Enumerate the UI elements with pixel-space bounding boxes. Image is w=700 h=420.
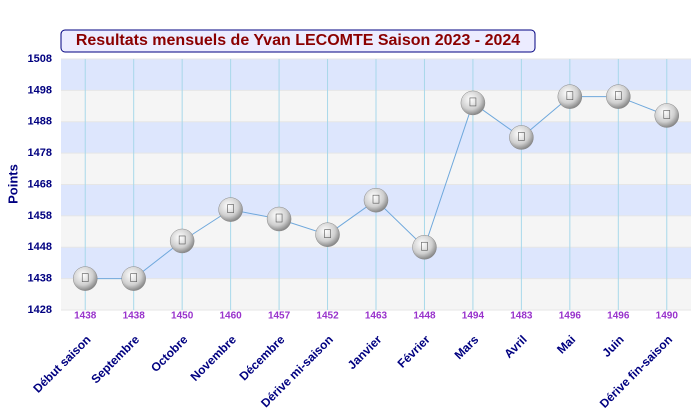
y-axis-label: Points <box>5 164 20 204</box>
value-label: 1438 <box>74 311 97 322</box>
point-icon <box>421 241 428 251</box>
x-tick-label: Mars <box>452 332 482 362</box>
data-point <box>460 90 486 116</box>
y-tick-label: 1498 <box>28 84 52 96</box>
value-label: 1460 <box>219 311 242 322</box>
y-tick-label: 1478 <box>28 147 52 159</box>
y-tick-label: 1508 <box>28 53 52 65</box>
x-tick-label: Janvier <box>345 332 385 372</box>
y-tick-label: 1428 <box>28 304 52 316</box>
x-tick-label: Juin <box>599 332 626 359</box>
x-tick-label: Mai <box>554 332 578 356</box>
point-icon <box>469 97 477 107</box>
point-icon <box>324 229 331 238</box>
chart-title: Resultats mensuels de Yvan LECOMTE Saiso… <box>76 32 520 49</box>
point-icon <box>178 235 186 245</box>
value-label: 1463 <box>365 311 388 322</box>
y-tick-label: 1438 <box>28 273 52 285</box>
point-icon <box>615 91 622 100</box>
data-point <box>557 84 583 109</box>
point-icon <box>372 194 380 204</box>
point-icon <box>275 213 283 223</box>
x-tick-label: Février <box>395 332 433 370</box>
value-label: 1496 <box>559 311 582 322</box>
point-icon <box>81 273 89 282</box>
point-icon <box>227 204 234 213</box>
data-point <box>218 197 243 222</box>
point-icon <box>566 91 574 100</box>
value-label: 1494 <box>462 311 485 322</box>
y-tick-label: 1448 <box>28 241 52 253</box>
plot-area <box>61 58 691 311</box>
x-tick-label: Début saison <box>30 332 93 395</box>
value-label: 1496 <box>607 311 630 322</box>
x-tick-label: Octobre <box>148 332 191 375</box>
data-point <box>363 187 389 213</box>
data-point <box>121 266 146 291</box>
data-point <box>606 84 631 109</box>
data-point <box>169 228 195 254</box>
value-label: 1483 <box>510 311 533 322</box>
x-tick-label: Avril <box>501 332 529 360</box>
data-point <box>315 222 340 247</box>
y-tick-label: 1488 <box>28 116 52 128</box>
data-point <box>72 266 98 291</box>
y-tick-label: 1458 <box>28 210 52 222</box>
y-tick-label: 1468 <box>28 178 52 190</box>
data-point <box>266 206 292 232</box>
value-label: 1457 <box>268 311 291 322</box>
value-label: 1438 <box>123 311 146 322</box>
point-icon <box>518 132 525 141</box>
x-tick-label: Décembre <box>237 332 288 383</box>
value-label: 1452 <box>316 311 339 322</box>
title-box <box>60 29 536 53</box>
x-tick-label: Septembre <box>88 332 142 386</box>
data-point <box>412 235 437 260</box>
value-label: 1450 <box>171 311 194 322</box>
value-label: 1448 <box>413 311 436 322</box>
point-icon <box>130 273 137 282</box>
x-tick-label: Novembre <box>188 332 240 384</box>
data-point <box>654 103 680 128</box>
data-point <box>509 125 534 150</box>
point-icon <box>663 110 671 119</box>
value-label: 1490 <box>656 311 679 322</box>
